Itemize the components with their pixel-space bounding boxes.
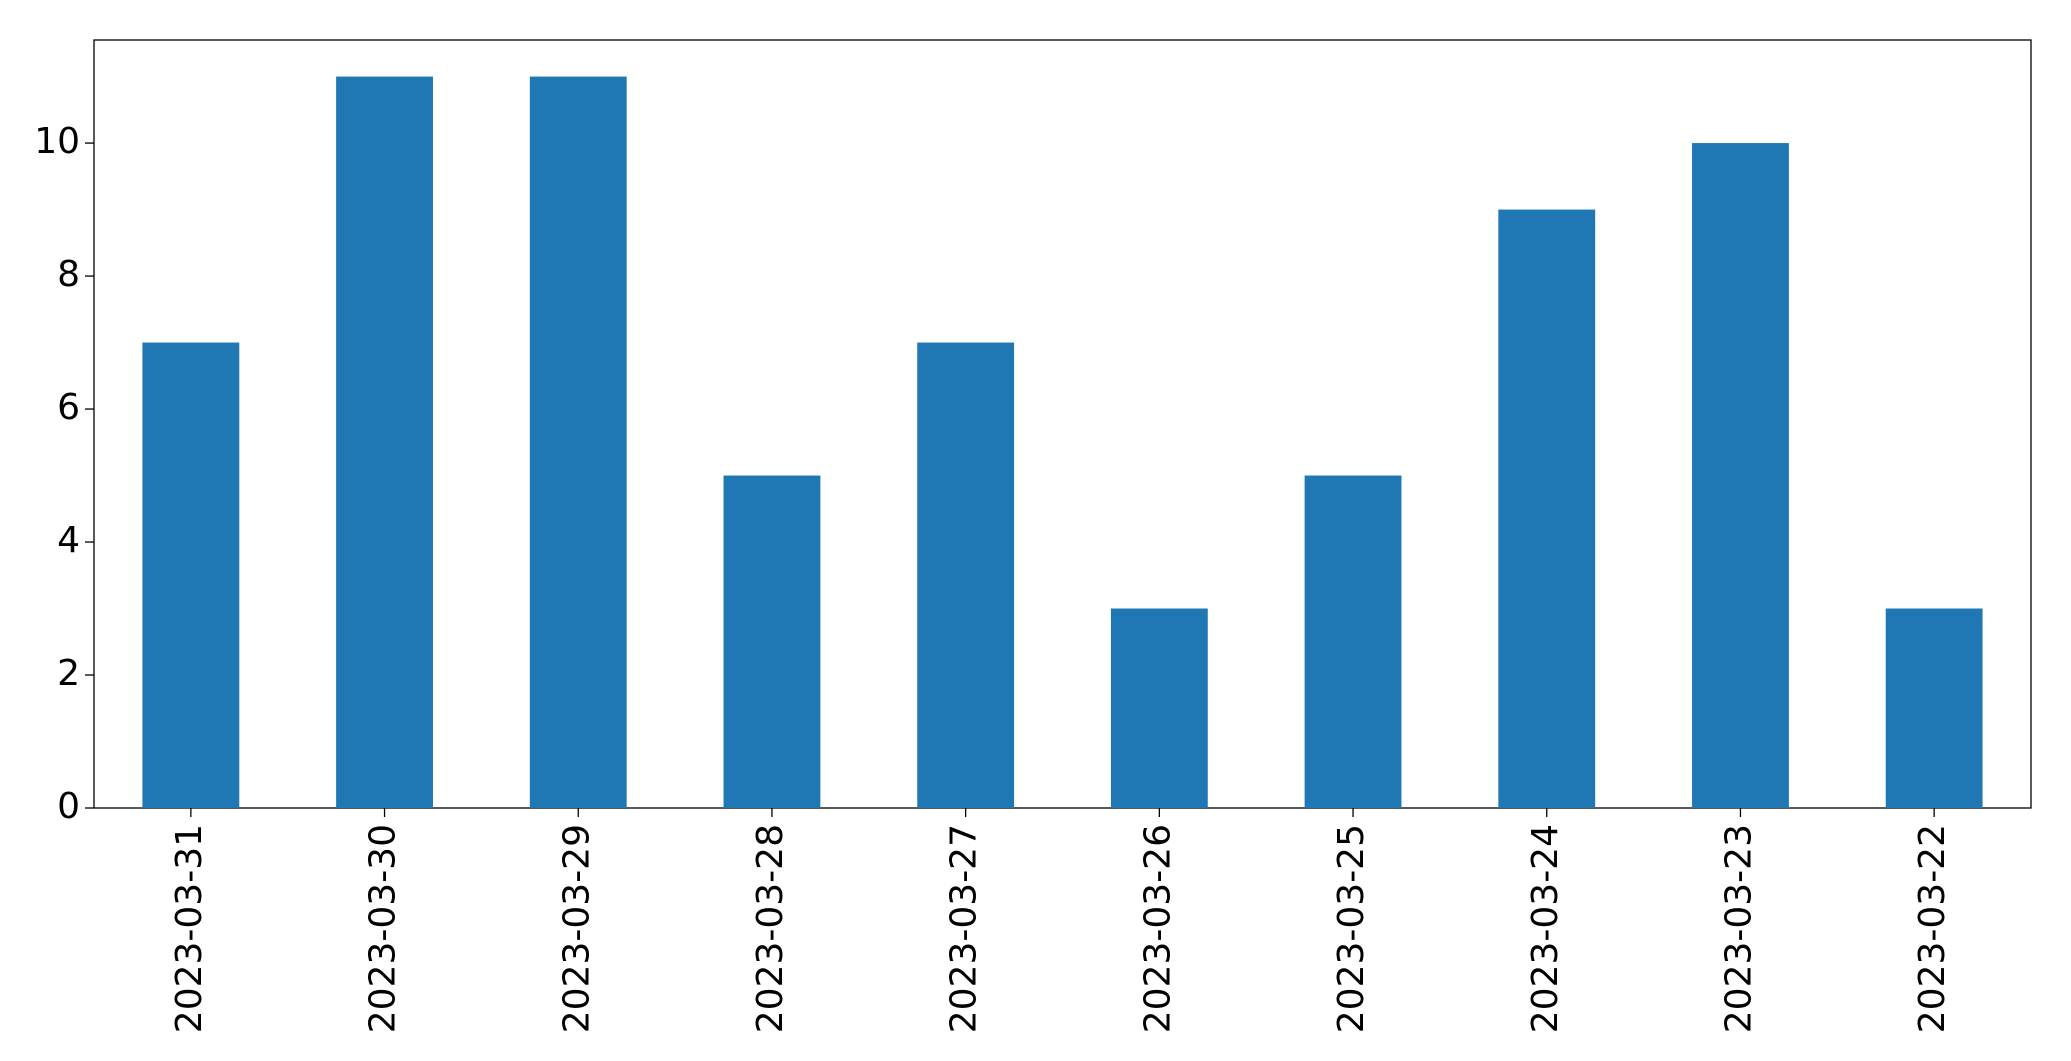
x-tick-label: 2023-03-23: [1718, 824, 1759, 1033]
y-tick-label: 0: [57, 786, 80, 827]
bar: [1692, 143, 1789, 808]
bar: [529, 76, 627, 809]
bar: [1885, 608, 1983, 808]
x-tick-label: 2023-03-26: [1137, 824, 1178, 1033]
x-tick-label: 2023-03-22: [1912, 824, 1953, 1033]
y-tick-label: 8: [57, 254, 80, 295]
x-tick-label: 2023-03-24: [1525, 824, 1566, 1033]
y-tick-label: 4: [57, 520, 80, 561]
bar: [723, 475, 821, 808]
x-tick-label: 2023-03-28: [750, 824, 791, 1033]
bar: [1498, 209, 1596, 808]
y-tick-label: 6: [57, 387, 80, 428]
bar: [142, 342, 240, 808]
bar: [336, 76, 433, 809]
x-tick-label: 2023-03-30: [363, 824, 404, 1033]
y-tick-label: 2: [57, 653, 80, 694]
y-tick-label: 10: [34, 121, 80, 162]
x-tick-label: 2023-03-27: [944, 824, 985, 1033]
x-tick-label: 2023-03-29: [556, 824, 597, 1033]
bar: [1304, 475, 1402, 808]
x-tick-label: 2023-03-31: [169, 824, 210, 1033]
bar: [917, 342, 1015, 808]
plot-frame: [93, 39, 2032, 809]
bar: [1110, 608, 1208, 808]
x-tick-label: 2023-03-25: [1331, 824, 1372, 1033]
